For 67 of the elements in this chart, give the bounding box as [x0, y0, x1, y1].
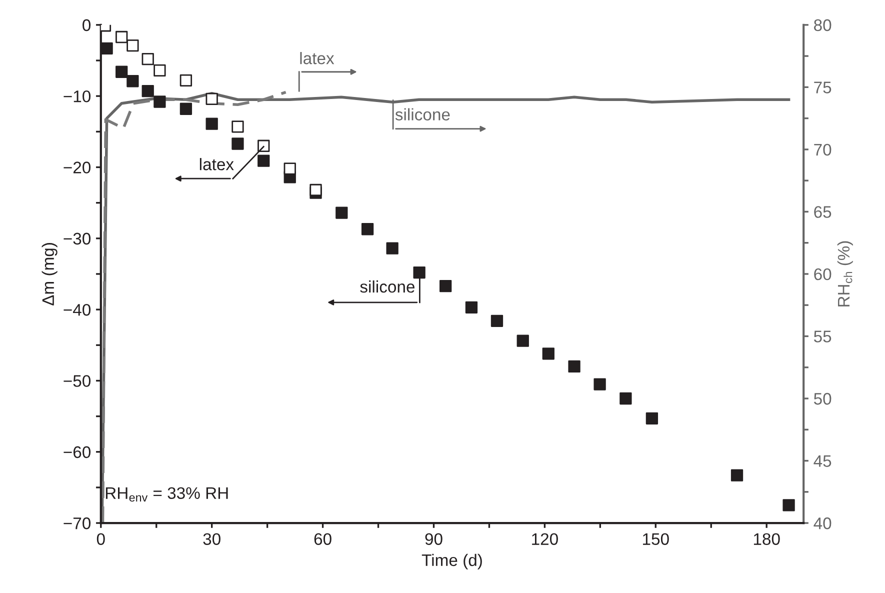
point	[361, 223, 374, 236]
point	[232, 138, 244, 150]
x-tick-label: 90	[425, 533, 442, 545]
y2-tick-label: 75	[814, 82, 832, 94]
point	[100, 42, 113, 54]
y2-tick-label: 65	[814, 206, 832, 218]
point	[594, 378, 606, 390]
point	[142, 85, 154, 98]
x-tick-label: 180	[754, 533, 780, 545]
point	[782, 499, 795, 512]
x-axis-title: Time (d)	[422, 554, 482, 570]
annotation: silicone	[360, 280, 415, 293]
y-axis-title: Δm (mg)	[42, 243, 58, 306]
point	[116, 30, 128, 44]
point	[440, 280, 452, 292]
point	[620, 392, 632, 405]
x-tick-label: 30	[203, 533, 220, 545]
point	[258, 154, 270, 167]
point	[646, 412, 658, 424]
x-tick-label: 0	[96, 533, 105, 545]
point	[258, 140, 270, 152]
y-tick-label: −30	[64, 232, 91, 245]
point	[126, 75, 139, 88]
y-tick-label: −60	[64, 446, 91, 458]
point	[180, 102, 192, 115]
point	[490, 314, 504, 328]
point	[154, 96, 166, 108]
annotation: RH$_{env}$ = 33% RH	[106, 487, 228, 502]
y2-tick-label: 50	[814, 392, 832, 405]
point	[516, 334, 529, 347]
line-series	[101, 90, 288, 524]
y2-tick-label: 60	[814, 268, 832, 280]
annotation: silicone	[395, 108, 450, 120]
point	[180, 74, 192, 86]
y-tick-label: 0	[82, 19, 91, 32]
point	[730, 469, 744, 482]
annotation: latex	[300, 52, 334, 64]
point	[386, 242, 398, 254]
point	[568, 360, 580, 373]
point	[206, 92, 218, 105]
annotation: latex	[200, 158, 234, 170]
point	[310, 184, 322, 196]
point	[542, 348, 554, 360]
point	[126, 39, 139, 52]
point	[336, 206, 348, 219]
x-tick-label: 150	[643, 533, 669, 545]
point	[116, 66, 128, 78]
y-tick-label: −50	[64, 375, 91, 387]
y-tick-label: −10	[64, 90, 91, 102]
x-tick-label: 60	[314, 533, 332, 545]
y2-tick-label: 45	[814, 455, 832, 467]
point	[142, 52, 154, 66]
point	[154, 64, 166, 77]
y2-tick-label: 70	[814, 144, 832, 156]
point	[206, 118, 218, 130]
point	[413, 266, 426, 279]
point	[284, 162, 296, 175]
y-tick-label: −70	[64, 517, 91, 530]
point	[465, 301, 478, 314]
y-tick-label: −40	[64, 304, 91, 316]
y-tick-label: −20	[64, 162, 91, 174]
y2-tick-label: 80	[814, 19, 832, 32]
point	[232, 120, 244, 133]
y2-tick-label: 55	[814, 330, 832, 342]
x-tick-label: 120	[532, 533, 558, 545]
y2-tick-label: 40	[814, 517, 832, 530]
y2-axis-title: RH$_{ch}$ (%)	[837, 241, 853, 306]
